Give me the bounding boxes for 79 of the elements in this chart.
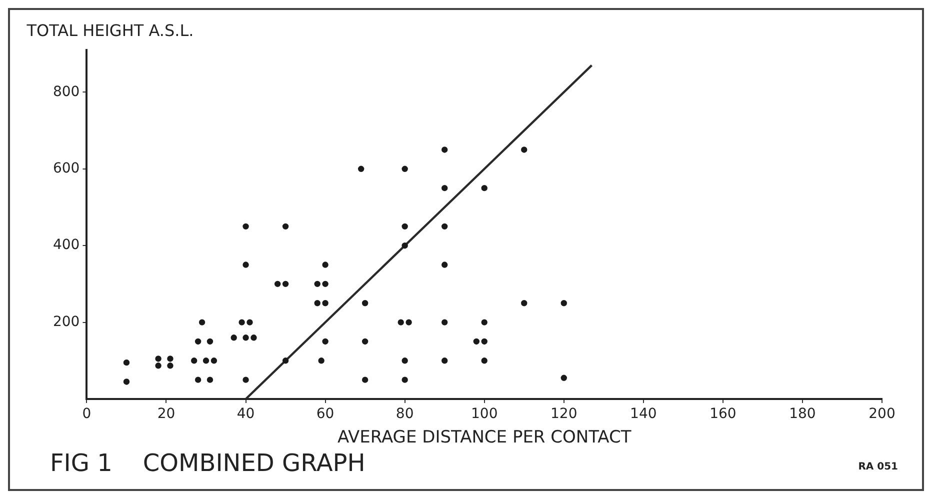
point [198, 319, 206, 326]
point [481, 358, 488, 364]
point [314, 300, 320, 306]
point [406, 319, 412, 326]
point [318, 358, 324, 364]
figure-frame: AVERAGE DISTANCE PER CONTACT FIG 1 COMBINED GRAPH 0 20 40 60 80 100 120 140 160 180 200 200 400 600 800 TOTAL HEIGHT A.S.L. RA 051 [8, 8, 924, 491]
point [155, 356, 162, 362]
point [155, 362, 162, 369]
x-tick-label: 100 [470, 406, 498, 422]
point [322, 338, 328, 345]
y-tick-label: 400 [52, 237, 80, 254]
point [206, 376, 214, 383]
point [194, 338, 202, 345]
point [282, 223, 289, 230]
text: FIG 1 COMBINED GRAPH [50, 448, 366, 477]
point [322, 262, 328, 268]
point [206, 338, 214, 345]
point [202, 358, 210, 364]
point [362, 376, 368, 383]
point [282, 358, 289, 364]
y-tick-label: 800 [52, 84, 80, 100]
x-tick-label: 60 [316, 406, 334, 422]
point [123, 378, 130, 385]
point [242, 262, 249, 268]
point [441, 262, 448, 268]
point [473, 338, 480, 345]
point [358, 166, 364, 172]
point [481, 319, 488, 326]
point [230, 334, 237, 341]
point [242, 334, 249, 341]
point [441, 184, 448, 192]
text: RA 051 [858, 462, 898, 473]
y-tick-label: 600 [52, 160, 80, 177]
point [322, 300, 328, 306]
point [441, 358, 448, 364]
point [402, 242, 408, 249]
point [123, 359, 130, 366]
point [481, 184, 488, 192]
point [167, 362, 174, 369]
point [194, 376, 202, 383]
x-tick-label: 40 [236, 406, 255, 422]
point [441, 319, 448, 326]
point [521, 300, 528, 306]
point [402, 223, 408, 230]
point [238, 319, 245, 326]
point [402, 166, 408, 172]
x-tick-label: 120 [550, 406, 578, 422]
point [167, 356, 174, 362]
point [322, 280, 328, 288]
point [560, 300, 567, 306]
point [402, 358, 408, 364]
point [190, 358, 198, 364]
point [481, 338, 488, 345]
x-tick-label: 140 [630, 406, 657, 422]
x-tick-label: 0 [82, 406, 92, 422]
x-tick-label: 80 [396, 406, 414, 422]
y-axis-title: TOTAL HEIGHT A.S.L. [26, 21, 194, 40]
point [210, 358, 218, 364]
point [242, 223, 249, 230]
point [560, 374, 567, 382]
x-axis-title: AVERAGE DISTANCE PER CONTACT [337, 427, 632, 448]
point [398, 319, 404, 326]
y-tick-label: 200 [52, 314, 80, 330]
point [314, 280, 320, 288]
point [242, 376, 249, 383]
point [282, 280, 289, 288]
point [441, 223, 448, 230]
x-tick-label: 160 [710, 406, 736, 422]
point [250, 334, 257, 341]
point [521, 146, 528, 153]
point [362, 300, 368, 306]
x-tick-label: 180 [789, 406, 816, 422]
point [274, 280, 281, 288]
x-tick-label: 20 [157, 406, 176, 422]
point [362, 338, 368, 345]
point [402, 376, 408, 383]
point [246, 319, 253, 326]
point [441, 146, 448, 153]
x-tick-label: 200 [868, 406, 896, 422]
